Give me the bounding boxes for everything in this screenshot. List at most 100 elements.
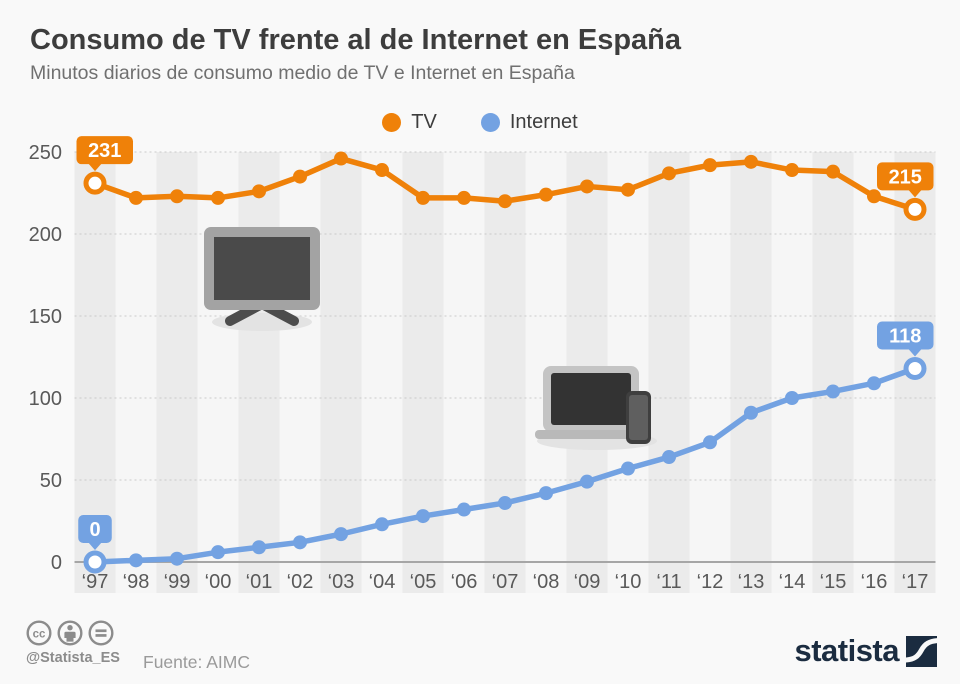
tv-data-point [457, 190, 471, 205]
internet-data-point [334, 527, 348, 542]
internet-data-point [744, 405, 758, 420]
x-axis-tick-label: ‘14 [779, 571, 806, 593]
tv-data-point [252, 184, 266, 199]
legend-item-tv: TV [382, 111, 437, 134]
internet-data-point [498, 495, 512, 510]
tv-data-point [375, 163, 389, 178]
x-axis-tick-label: ‘13 [738, 571, 765, 593]
x-axis-tick-label: ‘11 [656, 571, 681, 593]
x-axis-tick-label: ‘99 [164, 571, 191, 593]
tv-data-point [293, 169, 307, 184]
y-axis-tick-label: 100 [29, 388, 62, 410]
tv-legend-label: TV [411, 111, 437, 133]
statista-logo-text: statista [794, 633, 899, 668]
tv-data-point [129, 190, 143, 205]
year-column-band [402, 152, 444, 593]
year-column-band [115, 152, 157, 593]
x-axis-tick-label: ‘16 [861, 571, 888, 593]
tv-data-point [170, 189, 184, 204]
year-column-band [197, 152, 239, 593]
internet-data-point [293, 535, 307, 550]
internet-data-point [662, 450, 676, 465]
tv-data-point [867, 189, 881, 204]
tv-data-point [211, 190, 225, 205]
x-axis-tick-label: ‘09 [574, 571, 601, 593]
year-column-band [812, 152, 854, 593]
tv-legend-marker-icon [382, 113, 402, 132]
tv-data-point [703, 158, 717, 173]
callout-value-label: 231 [88, 140, 121, 162]
y-axis-tick-label: 150 [29, 306, 62, 328]
statista-logo-mark-icon [906, 635, 937, 667]
internet-legend-label: Internet [509, 111, 578, 133]
year-column-band [443, 152, 485, 593]
x-axis-tick-label: ‘08 [533, 571, 560, 593]
year-column-band [484, 152, 526, 593]
y-axis-tick-label: 50 [40, 470, 62, 492]
tv-data-point [498, 194, 512, 209]
callout-value-label: 118 [889, 325, 921, 347]
x-axis-tick-label: ‘12 [697, 571, 724, 593]
tv-data-point [334, 151, 348, 166]
page-title: Consumo de TV frente al de Internet en E… [30, 24, 682, 56]
internet-data-point [416, 509, 430, 524]
x-axis-tick-label: ‘17 [902, 571, 929, 593]
tv-data-point [580, 179, 594, 194]
tv-data-point [785, 163, 799, 178]
internet-data-point [170, 551, 184, 566]
tv-data-point [83, 171, 107, 195]
internet-data-point [129, 553, 143, 568]
cc-icon [26, 620, 52, 646]
statista-logo[interactable]: statista [794, 633, 937, 669]
svg-text:cc: cc [33, 628, 46, 640]
year-column-band [771, 152, 813, 593]
internet-data-point [703, 435, 717, 450]
y-axis-tick-label: 0 [51, 552, 62, 574]
x-axis-tick-label: ‘15 [820, 571, 847, 593]
x-axis-tick-label: ‘97 [82, 571, 109, 593]
x-axis-tick-label: ‘05 [410, 571, 437, 593]
x-axis-tick-label: ‘04 [369, 571, 396, 593]
callout-value-label: 0 [89, 519, 100, 541]
internet-data-point [621, 461, 635, 476]
no-derivatives-icon [88, 620, 114, 646]
internet-data-point [903, 356, 927, 380]
year-column-band [238, 152, 280, 593]
legend-item-internet: Internet [480, 111, 578, 134]
creative-commons-license-icons[interactable]: cc [26, 619, 126, 649]
x-axis-tick-label: ‘03 [328, 571, 355, 593]
x-axis-tick-label: ‘06 [451, 571, 478, 593]
internet-data-point [867, 376, 881, 391]
twitter-handle[interactable]: @Statista_ES [26, 650, 120, 666]
tv-value-callout: 231 [76, 136, 133, 172]
tv-data-point [621, 182, 635, 197]
x-axis-tick-label: ‘10 [615, 571, 642, 593]
tv-data-point [744, 154, 758, 169]
laptop-smartphone-icon [535, 366, 657, 450]
year-column-band [156, 152, 198, 593]
internet-data-point [211, 545, 225, 560]
internet-data-point [83, 550, 107, 574]
legend: TV Internet [0, 111, 960, 134]
internet-data-point [785, 391, 799, 405]
tv-data-point [903, 197, 927, 221]
internet-data-point [580, 474, 594, 489]
callout-value-label: 215 [889, 166, 922, 188]
tv-data-point [826, 164, 840, 179]
chart-series-layer: 231 215 0 118 [76, 136, 934, 574]
x-axis-tick-label: ‘07 [492, 571, 519, 593]
internet-value-callout: 118 [877, 321, 934, 357]
y-axis-tick-label: 250 [29, 142, 62, 164]
tv-value-callout: 215 [877, 162, 934, 198]
internet-value-callout: 0 [78, 515, 112, 550]
x-axis-tick-label: ‘01 [246, 571, 273, 593]
source-note: Fuente: AIMC [143, 652, 250, 672]
year-column-band [689, 152, 731, 593]
y-axis-tick-label: 200 [29, 224, 62, 246]
x-axis-tick-label: ‘98 [123, 571, 150, 593]
internet-data-point [539, 486, 553, 501]
tv-data-point [416, 190, 430, 205]
x-axis-tick-label: ‘02 [287, 571, 314, 593]
